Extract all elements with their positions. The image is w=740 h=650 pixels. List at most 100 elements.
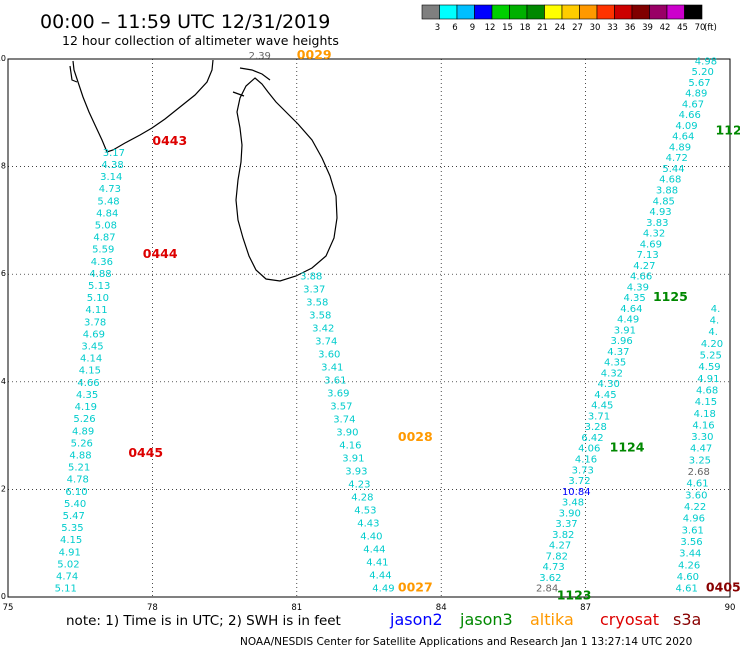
wave-height-value: 3.62 <box>539 573 561 584</box>
wave-height-value: 4.35 <box>76 390 98 401</box>
wave-height-value: 5.08 <box>95 220 117 231</box>
time-label: 0405 <box>706 580 740 595</box>
wave-height-value: 4.44 <box>369 571 391 582</box>
wave-height-value: 3.45 <box>81 342 103 353</box>
wave-height-value: 4.32 <box>601 368 623 379</box>
wave-height-value: 4.44 <box>363 545 385 556</box>
units-note: note: 1) Time is in UTC; 2) SWH is in fe… <box>66 613 341 629</box>
legend-tick-label: 24 <box>555 23 566 33</box>
time-label: 0027 <box>398 580 433 595</box>
wave-height-value: 4. <box>708 327 718 338</box>
track-cryosat: 3.174.383.144.735.484.845.08 4.875.594.36… <box>55 133 188 595</box>
wave-height-value: 4.91 <box>59 547 81 558</box>
wave-height-value: 4.73 <box>542 562 564 573</box>
wave-height-value: 4.15 <box>695 397 717 408</box>
wave-height-value: 3.60 <box>318 350 340 361</box>
legend-swatch <box>509 4 528 20</box>
wave-height-value: 5.25 <box>700 350 722 361</box>
coast-inlet <box>69 65 78 83</box>
wave-height-value: 2.39 <box>249 51 271 62</box>
wave-height-value: 4.47 <box>690 444 712 455</box>
wave-height-value: 3.25 <box>689 455 711 466</box>
wave-height-value: 4.40 <box>360 532 382 543</box>
time-label: 0443 <box>152 133 187 148</box>
wave-height-value: 4.38 <box>101 160 123 171</box>
wave-height-value: 4.28 <box>351 493 373 504</box>
legend-swatch <box>614 4 633 20</box>
wave-height-value: 3.48 <box>562 498 584 509</box>
y-tick-label: 8 <box>1 162 6 171</box>
axis-tick-labels: 75 78 81 84 87 90 0 2 4 6 8 10 <box>0 54 735 613</box>
wave-height-value: 4.16 <box>339 441 361 452</box>
wave-height-value: 4.49 <box>372 584 394 595</box>
wave-height-value: 3.28 <box>585 422 607 433</box>
wave-height-value: 3.57 <box>330 402 352 413</box>
wave-height-value: 4.68 <box>696 385 718 396</box>
wave-height-value: 4.64 <box>672 132 694 143</box>
legend-swatch <box>579 4 598 20</box>
wave-height-value: 3.58 <box>306 298 328 309</box>
legend-swatch <box>684 4 703 20</box>
wave-height-value: 4.11 <box>85 305 107 316</box>
wave-height-value: 4.19 <box>75 402 97 413</box>
wave-height-value: 3.83 <box>646 218 668 229</box>
wave-height-value: 4.69 <box>83 329 105 340</box>
legend-tick-label: 12 <box>485 23 496 33</box>
legend-tick-label: 33 <box>607 23 618 33</box>
legend-swatch <box>491 4 510 20</box>
wave-height-value: 3.42 <box>312 324 334 335</box>
wave-height-value: 5.47 <box>63 511 85 522</box>
legend-swatch <box>526 4 545 20</box>
wave-height-value: 4.26 <box>678 560 700 571</box>
wave-height-value: 3.93 <box>345 467 367 478</box>
time-label: 0444 <box>143 246 178 261</box>
chart-title: 00:00 – 11:59 UTC 12/31/2019 <box>40 11 330 33</box>
wave-height-value: 4.89 <box>72 426 94 437</box>
legend-unit-label: (ft) <box>704 23 717 33</box>
wave-height-value: 5.59 <box>92 245 114 256</box>
wave-height-value: 4.43 <box>357 519 379 530</box>
wave-height-value: 3.60 <box>685 490 707 501</box>
wave-height-value: 3.88 <box>656 186 678 197</box>
time-label: 1124 <box>610 440 645 455</box>
x-tick-label: 78 <box>147 603 158 613</box>
x-tick-label: 81 <box>291 603 302 613</box>
legend-swatch <box>666 4 685 20</box>
wave-height-value: 4.37 <box>607 347 629 358</box>
wave-height-value: 4.09 <box>675 121 697 132</box>
wave-height-value: 4.74 <box>56 572 78 583</box>
time-label: 1125 <box>653 289 688 304</box>
wave-height-value: 4.88 <box>69 450 91 461</box>
legend-tick-label: 6 <box>452 23 457 33</box>
wave-height-value: 3.37 <box>555 519 577 530</box>
wave-height-value: 4.14 <box>80 354 102 365</box>
wave-height-value: 4.84 <box>96 208 118 219</box>
wave-height-value: 4.53 <box>354 506 376 517</box>
sri-lanka-coastline <box>235 77 338 282</box>
y-tick-label: 6 <box>1 269 6 278</box>
track-s3a: 4.4.4.4.205.254.594.914.684.154.184.163.… <box>676 304 740 595</box>
wave-height-value: 3.82 <box>552 530 574 541</box>
wave-height-value: 4.96 <box>683 514 705 525</box>
y-tick-label: 2 <box>1 484 6 493</box>
wave-height-value: 7.82 <box>546 551 568 562</box>
satellite-legend: jason2 jason3 altika cryosat s3a <box>389 610 701 629</box>
legend-swatch <box>596 4 615 20</box>
wave-height-value: 5.35 <box>61 523 83 534</box>
y-tick-label: 4 <box>1 377 6 386</box>
wave-height-value: 4.39 <box>627 282 649 293</box>
wave-height-color-legend: 3 6 9 12 15 18 21 24 27 30 33 36 39 42 45 70(ft) <box>421 4 717 33</box>
wave-height-value: 3.44 <box>679 549 701 560</box>
wave-height-value: 4.15 <box>60 535 82 546</box>
wave-height-value: 3.96 <box>611 336 633 347</box>
wave-height-value: 5.10 <box>87 293 109 304</box>
wave-height-value: 3.71 <box>588 411 610 422</box>
wave-height-value: 3.74 <box>333 415 355 426</box>
wave-height-value: 4.27 <box>549 541 571 552</box>
wave-height-value: 4.69 <box>640 239 662 250</box>
wave-height-value: 5.26 <box>71 438 93 449</box>
wave-height-value: 4.68 <box>659 175 681 186</box>
wave-height-value: 3.72 <box>568 476 590 487</box>
track-jason3: 4.985.205.674.894.674.664.094.644.894.72… <box>536 56 740 602</box>
